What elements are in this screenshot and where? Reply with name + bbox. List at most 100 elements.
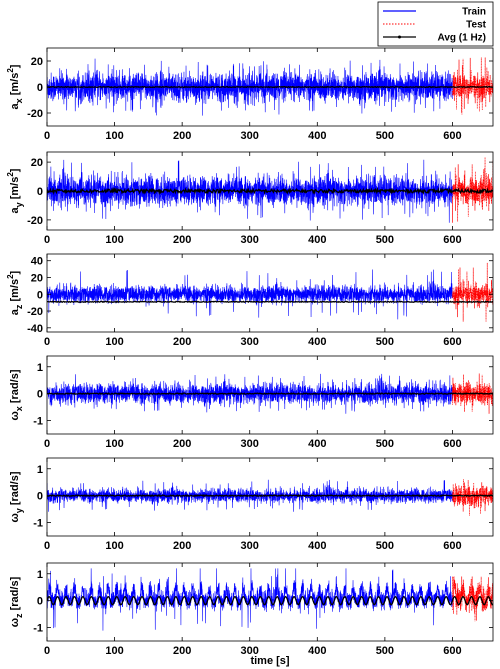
panel-wy-ylabel: ωy [rad/s] <box>9 471 24 522</box>
panel-ax-ytick-label: -20 <box>27 108 43 120</box>
panel-wy-axes-box <box>46 457 494 537</box>
panel-az-ytick-label: 20 <box>31 272 43 284</box>
ylabel-subscript: x <box>14 406 24 411</box>
panel-wz-xtick-label: 500 <box>376 645 394 657</box>
ylabel-subscript: x <box>14 98 24 103</box>
panel-wx-avg-series <box>47 392 493 396</box>
panel-wz-xtick-label: 600 <box>443 645 461 657</box>
panel-wz-ylabel: ωz [rad/s] <box>9 576 24 627</box>
panel-wz-axes-box <box>46 562 494 642</box>
ylabel-unit: [rad/s] <box>9 471 21 508</box>
ylabel-symbol: a <box>9 206 21 213</box>
legend: Train Test Avg (1 Hz) <box>377 1 494 47</box>
panel-az-xtick-label: 600 <box>443 336 461 348</box>
panel-ay-test-series <box>452 157 493 223</box>
panel-wz-ytick-label: -1 <box>33 623 43 635</box>
panel-wy-xtick-label: 400 <box>308 540 326 552</box>
panel-wx-plot-area <box>47 373 493 414</box>
panel-wz-ytick-label: 1 <box>37 569 43 581</box>
panel-ax-xtick-label: 400 <box>308 130 326 142</box>
panel-az-plot-area <box>47 262 493 322</box>
ylabel-unit-superscript: 2 <box>6 68 15 73</box>
panel-az-xtick-label: 500 <box>376 336 394 348</box>
panel-wz-xtick-label: 300 <box>241 645 259 657</box>
ylabel-unit: [m/s <box>9 73 21 99</box>
panel-ax-xtick-label: 0 <box>44 130 50 142</box>
panel-wy-xtick-label: 100 <box>105 540 123 552</box>
ylabel-subscript: y <box>14 202 24 207</box>
panel-wz-xtick-label: 100 <box>105 645 123 657</box>
panel-wy-xtick-label: 500 <box>376 540 394 552</box>
ylabel-symbol: ω <box>9 513 21 522</box>
panel-wx-xtick-label: 400 <box>308 438 326 450</box>
panel-ax-avg-series <box>47 85 493 89</box>
panel-wx-ylabel: ωx [rad/s] <box>9 369 24 420</box>
panel-az-train-series <box>47 269 453 320</box>
panel-ax-xtick-label: 100 <box>105 130 123 142</box>
panel-az-ylabel: az [m/s2] <box>6 270 24 315</box>
panel-ay-xtick-label: 100 <box>105 234 123 246</box>
panel-wz-test-series <box>452 576 493 622</box>
panel-wy-xtick-label: 600 <box>443 540 461 552</box>
panel-wz-plot-area <box>47 568 493 631</box>
panel-ax-plot-area <box>47 57 493 116</box>
ylabel-symbol: a <box>9 308 21 315</box>
panel-wx-xtick-label: 300 <box>241 438 259 450</box>
ylabel-symbol: ω <box>9 618 21 627</box>
panel-wx-xtick-label: 100 <box>105 438 123 450</box>
panel-wy-ytick-label: 0 <box>37 491 43 503</box>
ylabel-unit-close: ] <box>9 168 21 172</box>
ylabel-unit-close: ] <box>9 270 21 274</box>
panel-ax-ytick-label: 0 <box>37 82 43 94</box>
panel-wx-axes-box <box>46 355 494 435</box>
ylabel-unit-close: ] <box>9 64 21 68</box>
legend-marker-avg <box>398 35 401 39</box>
panel-ax-ylabel: ax [m/s2] <box>6 64 24 109</box>
panel-wy-xtick-label: 300 <box>241 540 259 552</box>
panel-ax-test-series <box>452 57 493 115</box>
panel-wx-xtick-label: 0 <box>44 438 50 450</box>
panel-ax-xtick-label: 300 <box>241 130 259 142</box>
legend-label-1: Test <box>466 20 486 31</box>
panel-az-axes-box <box>46 253 494 333</box>
panel-ay-xtick-label: 400 <box>308 234 326 246</box>
panel-az-ytick-label: 0 <box>37 289 43 301</box>
panel-wx-ytick-label: 0 <box>37 389 43 401</box>
panel-wz-ytick-label: 0 <box>37 596 43 608</box>
panel-wy-test-series <box>452 479 493 516</box>
panel-wy-plot-area <box>47 479 493 516</box>
panel-wz-avg-series <box>47 595 493 606</box>
panel-ay-train-series <box>47 159 453 223</box>
panel-az-test-series <box>452 262 493 322</box>
panel-wx-ytick-label: 1 <box>37 362 43 374</box>
panel-wz-xtick-label: 200 <box>173 645 191 657</box>
panel-wy-ytick-label: -1 <box>33 518 43 530</box>
ylabel-unit: [rad/s] <box>9 369 21 406</box>
panel-az-xtick-label: 400 <box>308 336 326 348</box>
ylabel-unit: [m/s <box>9 177 21 203</box>
legend-label-0: Train <box>462 7 486 18</box>
legend-label-2: Avg (1 Hz) <box>437 33 486 44</box>
panel-wy-ytick-label: 1 <box>37 464 43 476</box>
ylabel-unit: [m/s <box>9 279 21 305</box>
ylabel-unit-superscript: 2 <box>6 172 15 177</box>
panel-wz-xtick-label: 0 <box>44 645 50 657</box>
panel-wx-xtick-label: 500 <box>376 438 394 450</box>
panel-az-xtick-label: 0 <box>44 336 50 348</box>
panel-ax-ytick-label: 20 <box>31 56 43 68</box>
panel-az-ytick-label: -40 <box>27 323 43 335</box>
panel-az-xtick-label: 200 <box>173 336 191 348</box>
ylabel-subscript: z <box>14 304 24 309</box>
panel-wx-xtick-label: 600 <box>443 438 461 450</box>
panel-ay-ytick-label: 0 <box>37 186 43 198</box>
panel-wy-avg-series <box>47 494 493 498</box>
panel-az-ytick-label: -20 <box>27 306 43 318</box>
panel-wx-xtick-label: 200 <box>173 438 191 450</box>
panel-ax-xtick-label: 600 <box>443 130 461 142</box>
